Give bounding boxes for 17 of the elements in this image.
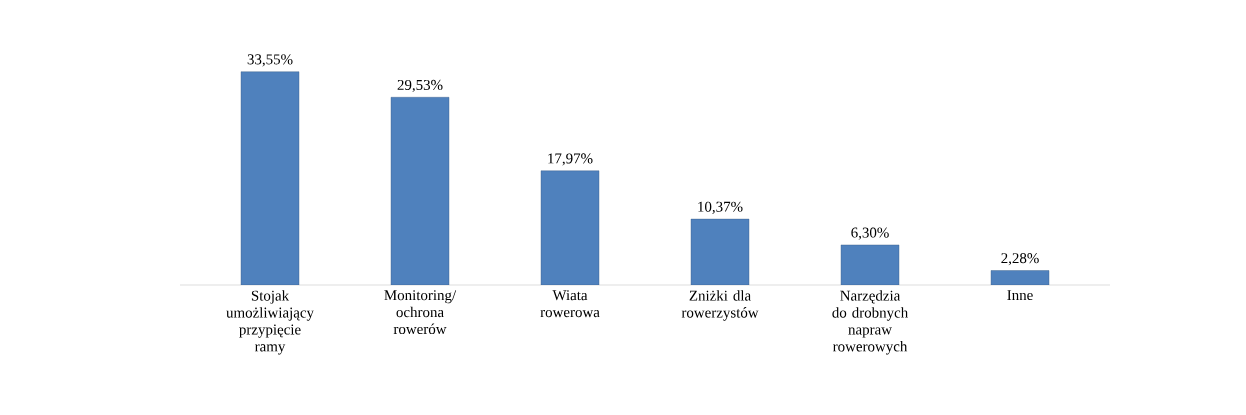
data-label: 29,53%: [397, 79, 443, 93]
bar: [840, 244, 900, 285]
x-tick-label: Stojak umożliwiający przypięcie ramy: [226, 290, 314, 355]
x-tick-label: Monitoring/ ochrona rowerów: [384, 290, 457, 335]
data-label: 17,97%: [548, 153, 593, 166]
bar: [540, 170, 600, 285]
bar: [390, 97, 450, 285]
bar: [690, 218, 750, 285]
x-tick-label: Wiata rowerowa: [540, 290, 600, 318]
data-label: 2,28%: [1001, 253, 1039, 266]
x-tick-label: Zniżki dla rowerzystów: [681, 290, 759, 321]
data-label: 6,30%: [851, 227, 889, 240]
x-tick-label: Inne: [1007, 290, 1033, 301]
x-tick-label: Narzędzia do drobnych napraw rowerowych: [832, 290, 908, 355]
data-label: 33,55%: [247, 54, 293, 67]
bar: [240, 71, 300, 285]
data-label: 10,37%: [698, 201, 743, 214]
